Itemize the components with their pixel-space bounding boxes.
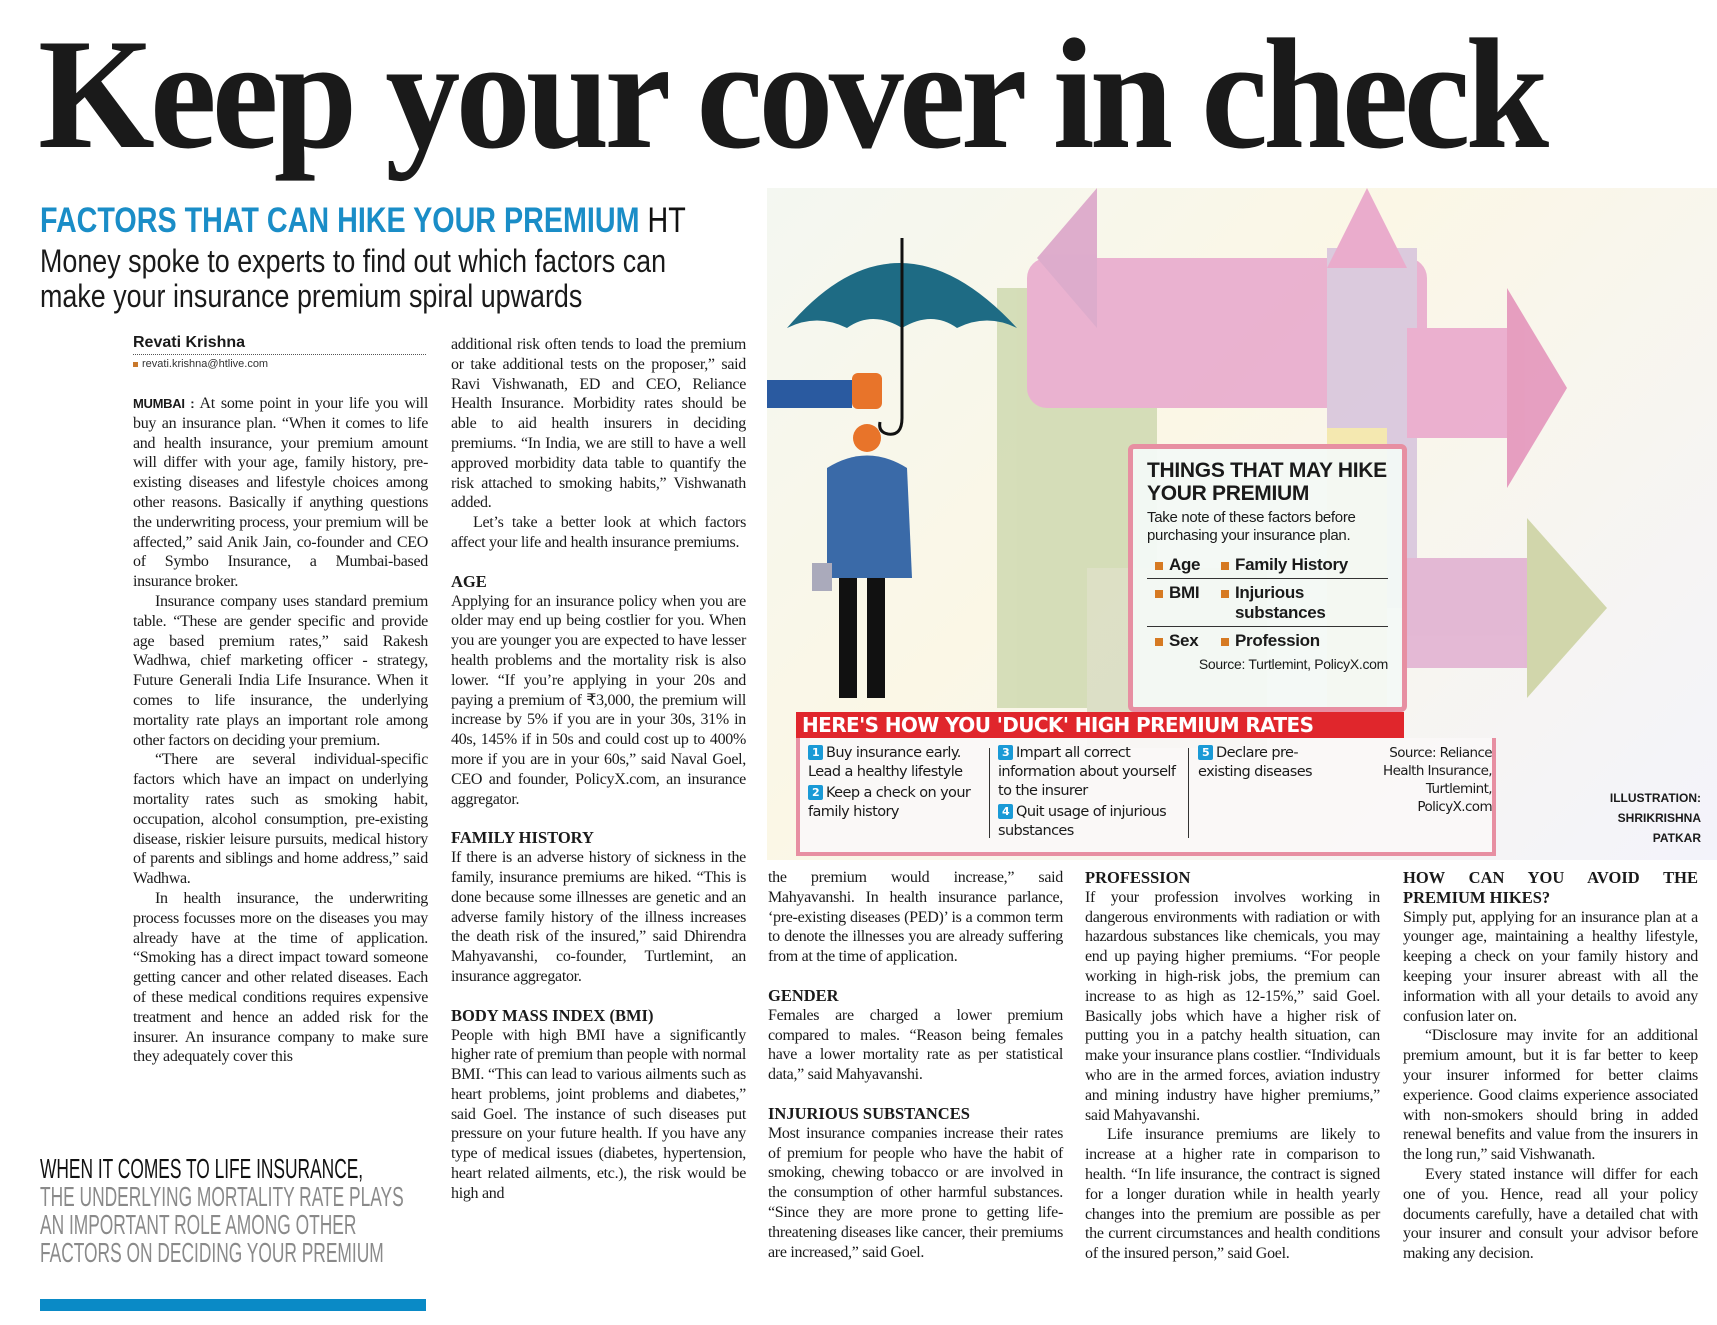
paragraph: Most insurance companies increase their …	[768, 1124, 1063, 1261]
man-figure	[812, 424, 912, 698]
paragraph: If there is an adverse history of sickne…	[451, 849, 746, 985]
tips-box: 1 Buy insurance early. Lead a healthy lif…	[796, 738, 1496, 856]
briefcase-icon	[812, 563, 832, 591]
column-1: MUMBAI : At some point in your life you …	[133, 394, 428, 1067]
deck: Money spoke to experts to find out which…	[40, 243, 667, 314]
paragraph-text: At some point in your life you will buy …	[133, 395, 428, 591]
subhead-age: AGE	[451, 571, 487, 591]
factor-item: Profession	[1221, 631, 1320, 651]
tips-column: 1 Buy insurance early. Lead a healthy lif…	[808, 744, 980, 822]
pull-quote: WHEN IT COMES TO LIFE INSURANCE, THE UNDE…	[40, 1155, 424, 1267]
factor-row: BMI Injurious substances	[1147, 579, 1388, 627]
dateline: MUMBAI :	[133, 396, 195, 411]
tip-text: Buy insurance early. Lead a healthy life…	[808, 745, 963, 780]
tip-text: Quit usage of injurious substances	[998, 804, 1167, 839]
factor-item: Sex	[1155, 631, 1221, 651]
column-3: the premium would increase,” said Mahyav…	[768, 868, 1063, 1262]
banknote-arrow	[1407, 328, 1507, 438]
factor-row: Sex Profession	[1147, 627, 1388, 654]
arrow-up-icon	[1327, 188, 1407, 268]
paragraph: Applying for an insurance policy when yo…	[451, 592, 746, 808]
factors-title: THINGS THAT MAY HIKE YOUR PREMIUM	[1147, 459, 1387, 505]
factor-item: Age	[1155, 555, 1221, 575]
subhead-profession: PROFESSION	[1085, 868, 1191, 887]
paragraph: MUMBAI : At some point in your life you …	[133, 394, 428, 592]
subhead-gender: GENDER	[768, 985, 839, 1005]
tip-text: Declare pre-existing diseases	[1198, 745, 1313, 780]
tip-item: 4 Quit usage of injurious substances	[998, 803, 1180, 841]
factor-item: Injurious substances	[1221, 583, 1341, 623]
column-4: PROFESSION If your profession involves w…	[1085, 868, 1380, 1264]
banknote-arrow	[1407, 558, 1527, 668]
illustration-credit: ILLUSTRATION: SHRIKRISHNA PATKAR	[1577, 788, 1701, 848]
kicker: FACTORS THAT CAN HIKE YOUR PREMIUM HT	[40, 202, 686, 240]
byline-author: Revati Krishna	[133, 334, 426, 355]
byline-email[interactable]: revati.krishna@htlive.com	[133, 358, 268, 370]
factor-item: BMI	[1155, 583, 1221, 623]
paragraph: Insurance company uses standard premium …	[133, 592, 428, 749]
divider	[1188, 748, 1189, 838]
paragraph: Life insurance premiums are likely to in…	[1085, 1126, 1380, 1263]
number-badge: 3	[998, 745, 1013, 760]
illustration: THINGS THAT MAY HIKE YOUR PREMIUM Take n…	[767, 188, 1717, 860]
tips-source: Source: Reliance Health Insurance, Turtl…	[1383, 745, 1493, 815]
credit-label: ILLUSTRATION:	[1609, 791, 1701, 805]
paragraph: Every stated instance will differ for ea…	[1403, 1165, 1698, 1263]
arrow-right-icon	[1527, 518, 1607, 698]
factors-source: Source: Turtlemint, PolicyX.com	[1198, 656, 1388, 672]
column-2: additional risk often tends to load the …	[451, 335, 746, 1204]
tips-banner: HERE'S HOW YOU 'DUCK' HIGH PREMIUM RATES	[796, 712, 1404, 738]
arrow-right-icon	[1507, 288, 1567, 488]
number-badge: 5	[1198, 745, 1213, 760]
paragraph: the premium would increase,” said Mahyav…	[768, 869, 1063, 966]
pull-quote-bar	[40, 1299, 426, 1311]
kicker-title: FACTORS THAT CAN HIKE YOUR PREMIUM	[40, 201, 640, 240]
pull-quote-lead: WHEN IT COMES TO LIFE INSURANCE,	[40, 1153, 364, 1184]
column-5: HOW CAN YOU AVOID THE PREMIUM HIKES? Sim…	[1403, 868, 1698, 1264]
paragraph: additional risk often tends to load the …	[451, 336, 746, 512]
tip-item: 1 Buy insurance early. Lead a healthy lif…	[808, 744, 980, 782]
tip-item: 2 Keep a check on your family history	[808, 784, 980, 822]
paragraph: Let’s take a better look at which factor…	[451, 514, 746, 551]
number-badge: 1	[808, 745, 823, 760]
subhead-avoid-hikes: HOW CAN YOU AVOID THE PREMIUM HIKES?	[1403, 868, 1698, 907]
subhead-family-history: FAMILY HISTORY	[451, 828, 594, 848]
paragraph: Females are charged a lower premium comp…	[768, 1006, 1063, 1084]
paragraph: “There are several individual-specific f…	[133, 751, 428, 888]
hand-icon	[767, 373, 882, 409]
factor-item: Family History	[1221, 555, 1348, 575]
tip-text: Keep a check on your family history	[808, 785, 971, 820]
paragraph: If your profession involves working in d…	[1085, 888, 1380, 1124]
tips-column: 3 Impart all correct information about yo…	[998, 744, 1180, 841]
pull-quote-rest: THE UNDERLYING MORTALITY RATE PLAYS AN I…	[40, 1181, 404, 1268]
subhead-injurious-substances: INJURIOUS SUBSTANCES	[768, 1103, 970, 1123]
factors-subtitle: Take note of these factors before purcha…	[1147, 509, 1356, 544]
paragraph: People with high BMI have a significantl…	[451, 1026, 746, 1202]
subhead-bmi: BODY MASS INDEX (BMI)	[451, 1005, 654, 1025]
headline: Keep your cover in check	[38, 7, 1549, 182]
factors-box: THINGS THAT MAY HIKE YOUR PREMIUM Take n…	[1128, 444, 1407, 712]
tip-item: 3 Impart all correct information about yo…	[998, 744, 1180, 801]
number-badge: 2	[808, 785, 823, 800]
paragraph: Simply put, applying for an insurance pl…	[1403, 908, 1698, 1025]
tip-text: Impart all correct information about you…	[998, 745, 1176, 799]
umbrella-icon	[787, 238, 1017, 436]
tip-item: 5 Declare pre-existing diseases	[1198, 744, 1343, 782]
arrow-left-icon	[1037, 188, 1097, 328]
paragraph: In health insurance, the underwriting pr…	[133, 889, 428, 1066]
kicker-tag: HT	[647, 201, 686, 240]
credit-artist: SHRIKRISHNA PATKAR	[1617, 811, 1701, 845]
number-badge: 4	[998, 804, 1013, 819]
paragraph: “Disclosure may invite for an additional…	[1403, 1027, 1698, 1164]
factor-row: Age Family History	[1147, 551, 1388, 579]
divider	[989, 748, 990, 838]
